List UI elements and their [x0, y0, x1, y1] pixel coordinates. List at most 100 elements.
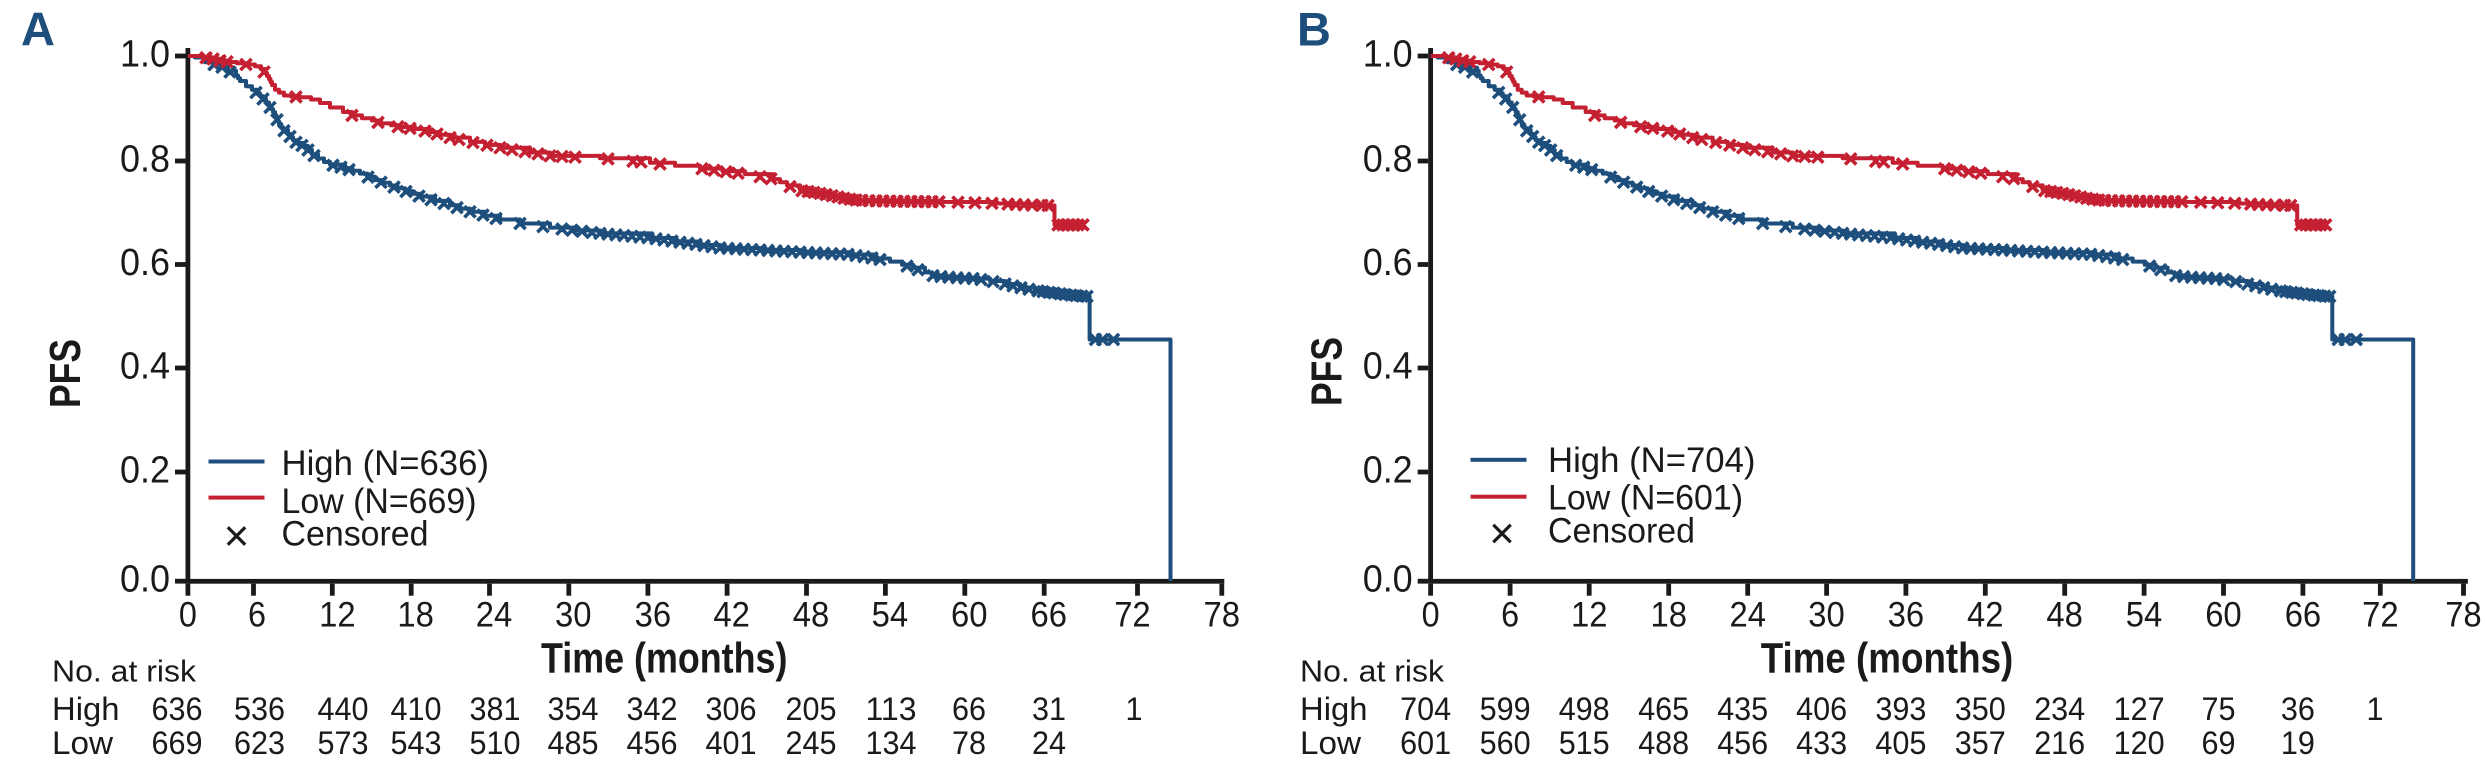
svg-text:69: 69 — [2202, 725, 2236, 761]
svg-text:6: 6 — [1501, 596, 1519, 635]
svg-text:High: High — [1300, 691, 1368, 727]
svg-text:24: 24 — [476, 596, 513, 635]
svg-text:440: 440 — [318, 691, 369, 727]
svg-text:536: 536 — [234, 691, 285, 727]
svg-text:B: B — [1297, 2, 1331, 55]
svg-text:0.2: 0.2 — [120, 450, 170, 492]
svg-text:0: 0 — [1422, 596, 1440, 635]
svg-text:0.0: 0.0 — [120, 559, 170, 601]
svg-text:42: 42 — [713, 596, 750, 635]
svg-text:Low (N=669): Low (N=669) — [282, 482, 477, 521]
svg-text:78: 78 — [2445, 596, 2482, 635]
svg-text:42: 42 — [1967, 596, 2004, 635]
svg-text:623: 623 — [234, 725, 285, 761]
svg-text:485: 485 — [548, 725, 599, 761]
svg-text:Low (N=601): Low (N=601) — [1548, 479, 1743, 518]
svg-text:12: 12 — [1571, 596, 1608, 635]
svg-text:234: 234 — [2034, 691, 2085, 727]
svg-text:Time (months): Time (months) — [541, 635, 787, 683]
svg-text:12: 12 — [319, 596, 356, 635]
svg-text:543: 543 — [391, 725, 442, 761]
svg-text:0.8: 0.8 — [1363, 139, 1413, 181]
svg-text:54: 54 — [872, 596, 909, 635]
svg-text:Censored: Censored — [1548, 512, 1695, 551]
svg-text:High (N=704): High (N=704) — [1548, 441, 1756, 480]
svg-text:6: 6 — [248, 596, 266, 635]
svg-text:18: 18 — [397, 596, 434, 635]
svg-text:19: 19 — [2281, 725, 2315, 761]
svg-text:510: 510 — [470, 725, 521, 761]
svg-text:0.6: 0.6 — [120, 242, 170, 284]
svg-text:0.0: 0.0 — [1363, 559, 1413, 601]
svg-text:0: 0 — [179, 596, 197, 635]
svg-text:393: 393 — [1875, 691, 1926, 727]
svg-text:72: 72 — [1114, 596, 1151, 635]
svg-text:601: 601 — [1400, 725, 1451, 761]
svg-text:78: 78 — [952, 725, 986, 761]
svg-text:No. at risk: No. at risk — [52, 655, 197, 689]
svg-text:1: 1 — [2367, 691, 2384, 727]
svg-text:342: 342 — [627, 691, 678, 727]
svg-text:216: 216 — [2034, 725, 2085, 761]
svg-text:498: 498 — [1559, 691, 1610, 727]
svg-text:354: 354 — [548, 691, 599, 727]
svg-text:456: 456 — [1717, 725, 1768, 761]
svg-text:350: 350 — [1955, 691, 2006, 727]
svg-text:245: 245 — [786, 725, 837, 761]
svg-text:406: 406 — [1796, 691, 1847, 727]
svg-text:306: 306 — [706, 691, 757, 727]
svg-text:405: 405 — [1875, 725, 1926, 761]
svg-text:0.4: 0.4 — [120, 346, 170, 388]
svg-text:48: 48 — [793, 596, 830, 635]
svg-text:205: 205 — [786, 691, 837, 727]
svg-text:30: 30 — [555, 596, 592, 635]
svg-text:120: 120 — [2114, 725, 2165, 761]
svg-text:573: 573 — [318, 725, 369, 761]
svg-text:0.8: 0.8 — [120, 139, 170, 181]
svg-text:24: 24 — [1730, 596, 1767, 635]
svg-text:18: 18 — [1651, 596, 1688, 635]
svg-text:36: 36 — [2281, 691, 2315, 727]
svg-text:435: 435 — [1717, 691, 1768, 727]
svg-text:66: 66 — [2285, 596, 2322, 635]
svg-text:1: 1 — [1126, 691, 1143, 727]
svg-text:0.6: 0.6 — [1363, 242, 1413, 284]
svg-text:410: 410 — [391, 691, 442, 727]
svg-text:48: 48 — [2046, 596, 2082, 635]
svg-text:357: 357 — [1955, 725, 2006, 761]
svg-text:High (N=636): High (N=636) — [282, 444, 490, 483]
svg-text:A: A — [21, 2, 55, 55]
svg-text:113: 113 — [866, 691, 917, 727]
svg-text:Low: Low — [52, 725, 114, 761]
svg-text:PFS: PFS — [1303, 337, 1352, 406]
svg-text:66: 66 — [1031, 596, 1068, 635]
svg-text:0.4: 0.4 — [1363, 346, 1413, 388]
svg-text:465: 465 — [1638, 691, 1689, 727]
svg-text:36: 36 — [635, 596, 672, 635]
svg-text:0.2: 0.2 — [1363, 450, 1413, 492]
svg-text:No. at risk: No. at risk — [1300, 655, 1445, 689]
svg-text:30: 30 — [1808, 596, 1845, 635]
svg-text:60: 60 — [951, 596, 988, 635]
svg-text:54: 54 — [2126, 596, 2163, 635]
svg-text:1.0: 1.0 — [120, 34, 170, 76]
svg-text:PFS: PFS — [41, 339, 90, 408]
svg-text:381: 381 — [470, 691, 521, 727]
svg-text:636: 636 — [152, 691, 203, 727]
svg-text:599: 599 — [1480, 691, 1531, 727]
svg-text:60: 60 — [2205, 596, 2242, 635]
svg-text:66: 66 — [952, 691, 986, 727]
svg-text:Time (months): Time (months) — [1761, 635, 2014, 683]
svg-text:134: 134 — [866, 725, 917, 761]
svg-text:72: 72 — [2362, 596, 2399, 635]
svg-text:401: 401 — [706, 725, 757, 761]
svg-text:560: 560 — [1480, 725, 1531, 761]
svg-text:488: 488 — [1638, 725, 1689, 761]
svg-text:75: 75 — [2202, 691, 2236, 727]
svg-text:78: 78 — [1204, 596, 1241, 635]
svg-text:Low: Low — [1300, 725, 1362, 761]
svg-text:Censored: Censored — [282, 515, 429, 554]
svg-text:31: 31 — [1032, 691, 1066, 727]
svg-text:669: 669 — [152, 725, 203, 761]
svg-text:515: 515 — [1559, 725, 1610, 761]
